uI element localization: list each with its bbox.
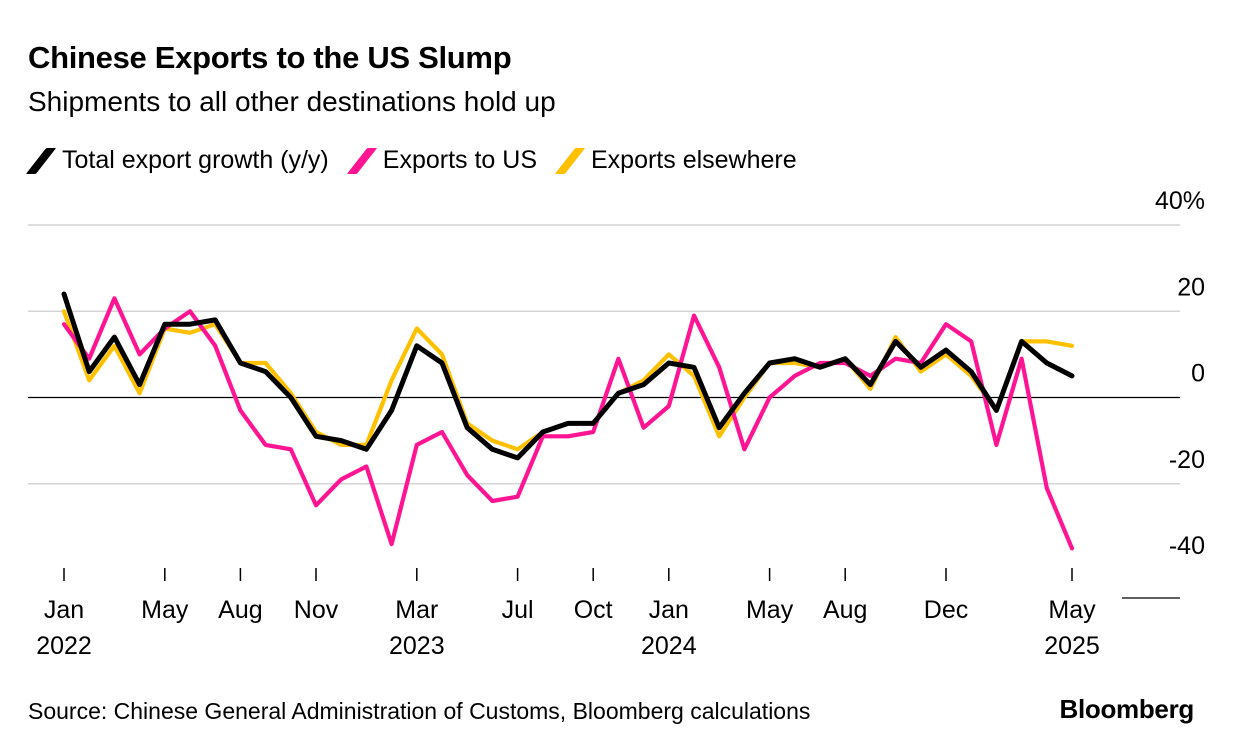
x-tick-label: Jul [502, 596, 534, 624]
series-lines [64, 294, 1072, 548]
x-tick-label: Aug [823, 596, 867, 624]
x-year-label: 2024 [641, 632, 697, 660]
x-tick-label: May [141, 596, 189, 624]
x-year-label: 2023 [389, 632, 445, 660]
x-tick-label: Jan [44, 596, 84, 624]
x-tick-label: Mar [395, 596, 438, 624]
series-line-total [64, 294, 1072, 458]
x-tick-label: May [1048, 596, 1096, 624]
bloomberg-logo: Bloomberg [1059, 694, 1194, 725]
x-tick-label: May [746, 596, 794, 624]
series-line-elsewhere [64, 311, 1072, 449]
y-tick-label: -40 [1169, 532, 1205, 560]
x-tick-label: Jan [649, 596, 689, 624]
y-tick-label: -20 [1169, 446, 1205, 474]
y-tick-label: 40% [1155, 187, 1205, 215]
x-tick-label: Oct [574, 596, 613, 624]
line-chart: 40% 20 0 -20 -40 Jan 2022 May Aug Nov Mar 2023 Jul O… [0, 0, 1233, 754]
source-note: Source: Chinese General Administration o… [28, 698, 810, 725]
x-tick-label: Aug [218, 596, 262, 624]
x-tick-label: Dec [924, 596, 968, 624]
y-tick-label: 20 [1177, 273, 1205, 301]
x-year-label: 2022 [36, 632, 92, 660]
x-year-label: 2025 [1044, 632, 1100, 660]
x-tick-label: Nov [294, 596, 339, 624]
y-tick-label: 0 [1191, 360, 1205, 388]
x-axis: Jan 2022 May Aug Nov Mar 2023 Jul Oct Jan 2024 May A… [36, 568, 1100, 660]
y-axis: 40% 20 0 -20 -40 [1155, 187, 1205, 560]
